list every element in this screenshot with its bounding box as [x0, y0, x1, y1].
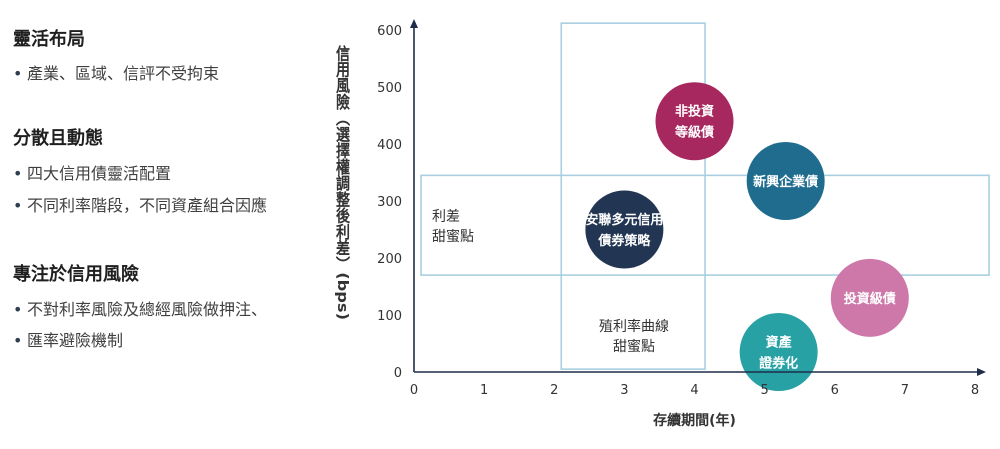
y-tick-label: 300	[377, 195, 402, 210]
y-tick-label: 400	[377, 138, 402, 153]
x-tick-label: 7	[901, 383, 909, 398]
bullet-text: 四大信用債靈活配置	[27, 164, 172, 183]
bubble	[585, 190, 664, 269]
bubble-label: 安聯多元信用	[585, 212, 663, 228]
y-tick-label: 500	[377, 81, 402, 96]
sweet-spot-label: 殖利率曲線	[599, 318, 669, 335]
y-tick-label: 600	[377, 24, 402, 39]
sweet-spot-label: 利差	[432, 209, 460, 225]
x-tick-label: 1	[480, 383, 488, 398]
bubble-label: 債券策略	[597, 233, 651, 249]
bullet-item: • 不對利率風險及總經風險做押注、	[13, 296, 267, 320]
x-tick-label: 6	[831, 383, 839, 398]
bubble-label: 新興企業債	[753, 174, 818, 190]
y-tick-label: 0	[394, 366, 402, 381]
y-tick-label: 100	[377, 309, 402, 324]
bubble-label: 投資級債	[844, 291, 896, 307]
x-axis-arrow	[977, 368, 986, 376]
bullet-text: 匯率避險機制	[27, 331, 124, 350]
bullet-dot: •	[13, 164, 23, 183]
y-axis-title: 信用風險（選擇權調整後利差）(bps)	[334, 44, 351, 320]
x-tick-label: 5	[760, 383, 768, 398]
section-heading-diversified: 分散且動態	[13, 128, 103, 149]
bubble-label: 等級債	[674, 125, 714, 141]
bullet-item: • 產業、區域、信評不受拘束	[13, 60, 219, 84]
bubble	[746, 142, 825, 221]
bullet-dot: •	[13, 196, 23, 215]
x-tick-label: 3	[620, 383, 628, 398]
bullet-dot: •	[13, 300, 23, 319]
bubble	[830, 258, 909, 337]
bubble-label: 資產	[766, 335, 792, 351]
bullet-text: 產業、區域、信評不受拘束	[27, 64, 220, 83]
sweet-spot-label: 甜蜜點	[432, 229, 474, 245]
x-tick-label: 8	[971, 383, 979, 398]
y-axis-arrow	[410, 19, 418, 28]
x-axis-title: 存續期間(年)	[653, 412, 736, 429]
x-tick-label: 2	[550, 383, 558, 398]
bullet-text: 不同利率階段，不同資產組合因應	[27, 196, 268, 215]
bubble	[739, 313, 818, 392]
left-text-panel: 靈活布局 • 產業、區域、信評不受拘束 分散且動態 • 四大信用債靈活配置 • 不同利…	[0, 0, 335, 449]
section-heading-flexible-layout: 靈活布局	[13, 29, 85, 50]
bubble	[655, 82, 734, 161]
x-tick-label: 4	[690, 383, 698, 398]
bullet-item: • 四大信用債靈活配置	[13, 160, 171, 184]
section-heading-credit-risk: 專注於信用風險	[13, 264, 139, 285]
bullet-item: • 匯率避險機制	[13, 327, 123, 351]
sweet-spot-box	[560, 22, 706, 370]
bullet-item: • 不同利率階段，不同資產組合因應	[13, 192, 267, 216]
y-tick-label: 200	[377, 252, 402, 267]
bullet-text: 不對利率風險及總經風險做押注、	[27, 300, 268, 319]
bubble-label: 證券化	[759, 356, 798, 372]
bullet-dot: •	[13, 64, 23, 83]
bubble-label: 非投資	[675, 104, 714, 120]
bullet-dot: •	[13, 331, 23, 350]
x-tick-label: 0	[410, 383, 418, 398]
sweet-spot-label: 甜蜜點	[613, 339, 655, 355]
